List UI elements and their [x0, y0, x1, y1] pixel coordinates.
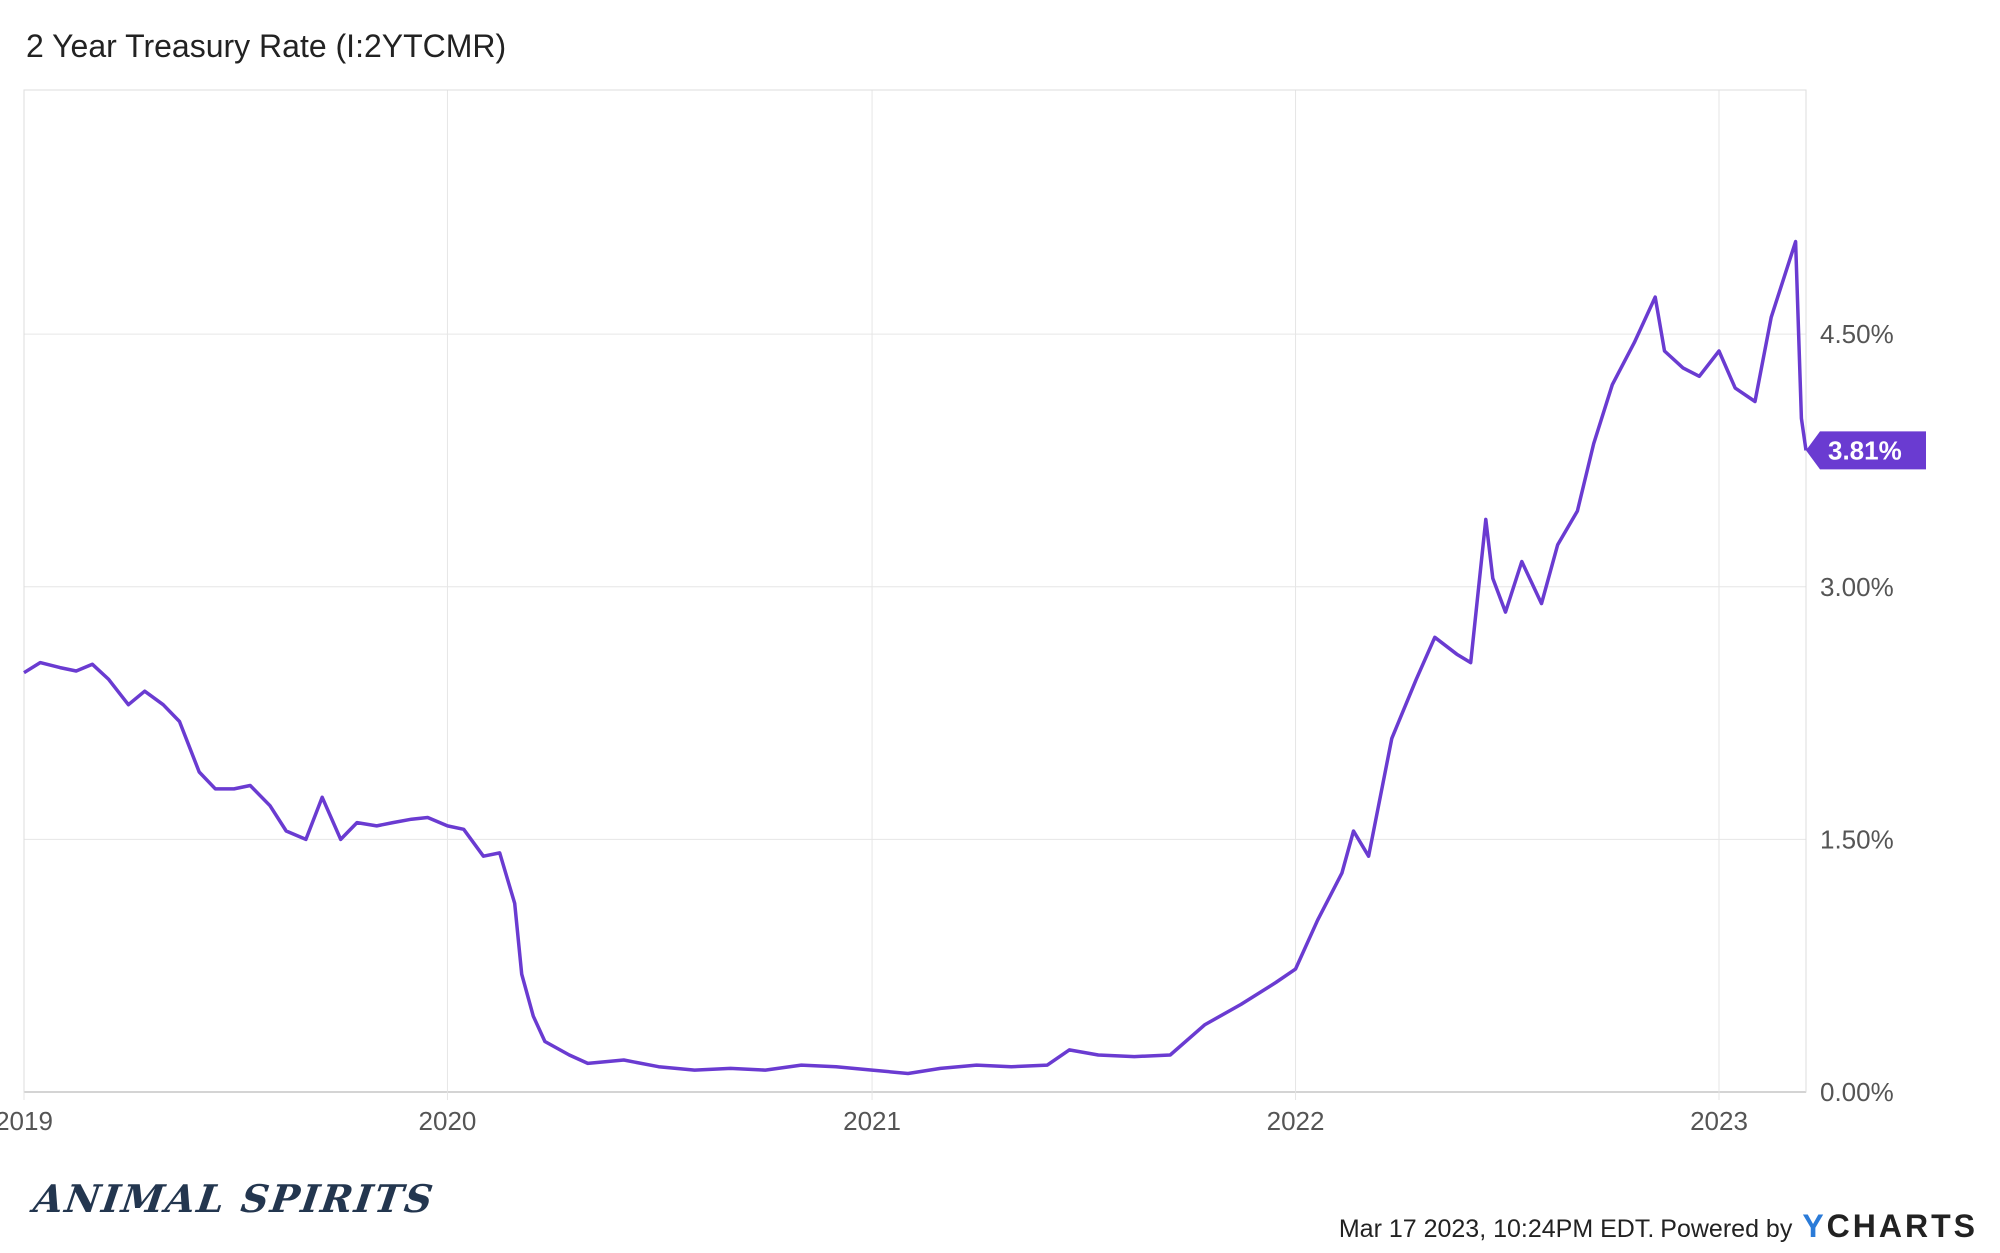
x-axis-ticks: 2019 2020 2021 2022 2023: [0, 1106, 1748, 1136]
y-tick-label: 3.00%: [1820, 572, 1894, 602]
last-value-label-text: 3.81%: [1828, 435, 1902, 465]
animal-spirits-logo: ANIMAL SPIRITS: [30, 1176, 438, 1221]
x-tick-label: 2022: [1267, 1106, 1325, 1136]
footer-powered-by: Powered by: [1660, 1215, 1793, 1243]
x-tick-label: 2023: [1690, 1106, 1748, 1136]
last-value-label-background: [1806, 431, 1926, 470]
x-tick-label: 2021: [843, 1106, 901, 1136]
plot-area-frame: [23, 89, 1807, 1093]
footer-timestamp: Mar 17 2023, 10:24PM EDT.: [1338, 1215, 1655, 1243]
x-tick-label: 2019: [0, 1106, 53, 1136]
last-value-label: 3.81%: [1806, 431, 1926, 470]
ycharts-logo-y: Y: [1802, 1208, 1827, 1244]
ycharts-logo-rest: CHARTS: [1826, 1208, 1978, 1244]
series-line: [23, 239, 1808, 1076]
footer-attribution: Mar 17 2023, 10:24PM EDT. Powered by YCH…: [1339, 1208, 1978, 1245]
y-tick-label: 0.00%: [1820, 1077, 1894, 1107]
ycharts-logo[interactable]: YCHARTS: [1802, 1208, 1978, 1245]
y-tick-label: 4.50%: [1820, 319, 1894, 349]
x-tick-label: 2020: [419, 1106, 477, 1136]
y-axis-ticks: 0.00% 1.50% 3.00% 4.50%: [1820, 319, 1894, 1107]
y-tick-label: 1.50%: [1820, 824, 1894, 854]
chart-title: 2 Year Treasury Rate (I:2YTCMR): [26, 28, 507, 64]
